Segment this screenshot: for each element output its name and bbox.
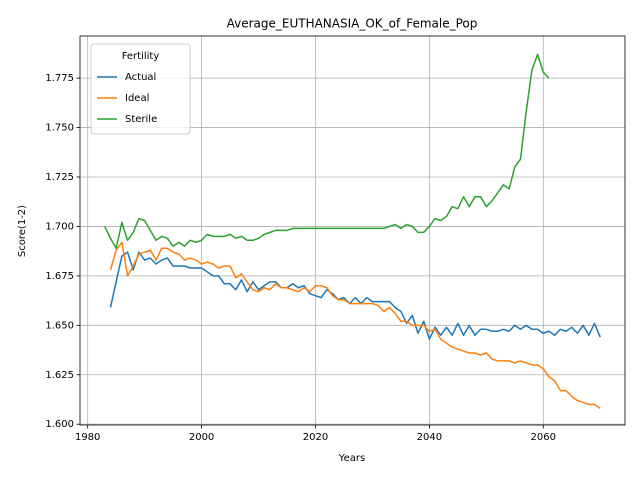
- x-tick-label: 2020: [303, 432, 328, 443]
- legend-label: Sterile: [125, 114, 157, 125]
- x-tick-label: 2000: [189, 432, 214, 443]
- y-axis-label: Score(1-2): [17, 205, 28, 257]
- y-tick-label: 1.675: [45, 271, 74, 282]
- y-tick-label: 1.600: [45, 419, 74, 430]
- chart-title: Average_EUTHANASIA_OK_of_Female_Pop: [227, 17, 478, 31]
- x-tick-label: 2060: [531, 432, 556, 443]
- plot-frame: [79, 35, 626, 426]
- y-tick-label: 1.650: [45, 320, 74, 331]
- legend-label: Actual: [125, 72, 156, 83]
- x-axis-label: Years: [338, 453, 365, 464]
- y-tick-label: 1.700: [45, 221, 74, 232]
- legend-title: Fertility: [122, 51, 160, 62]
- y-tick-label: 1.750: [45, 123, 74, 134]
- series-line: [109, 251, 601, 340]
- x-tick-label: 1980: [75, 432, 100, 443]
- y-tick-label: 1.725: [45, 172, 74, 183]
- legend-box: [90, 43, 191, 135]
- x-tick-label: 2040: [417, 432, 442, 443]
- series-line: [104, 53, 550, 249]
- series-line: [109, 241, 601, 410]
- y-tick-label: 1.625: [45, 370, 74, 381]
- y-tick-label: 1.775: [45, 73, 74, 84]
- legend-label: Ideal: [125, 93, 149, 104]
